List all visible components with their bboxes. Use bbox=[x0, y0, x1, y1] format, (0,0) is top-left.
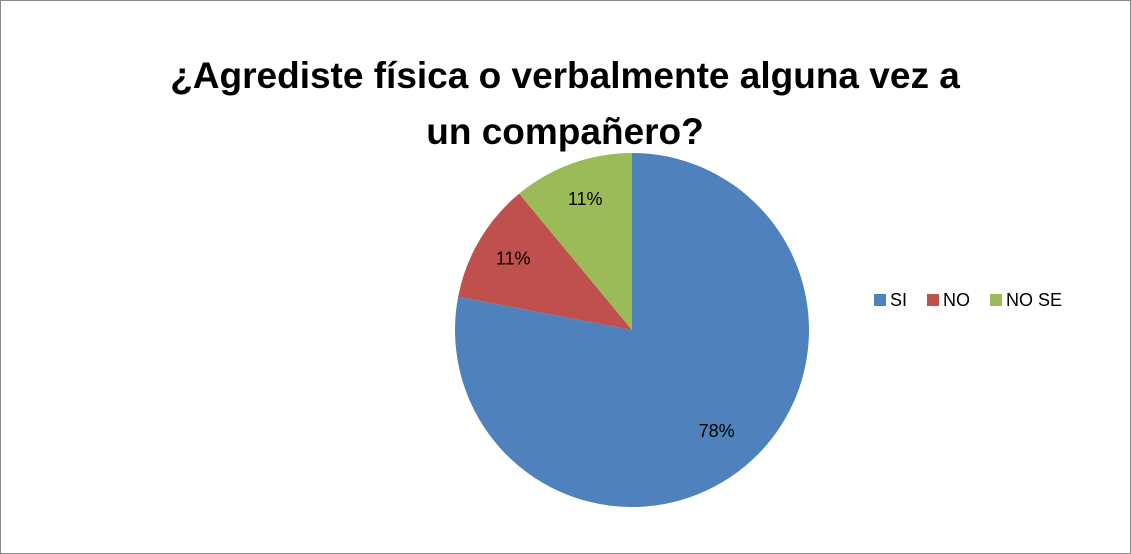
pie-slice bbox=[458, 193, 632, 330]
legend-label: NO bbox=[943, 290, 970, 310]
legend-label: SI bbox=[890, 290, 907, 310]
data-label: 11% bbox=[496, 248, 531, 268]
legend-swatch bbox=[874, 294, 886, 306]
data-label: 11% bbox=[568, 189, 603, 209]
chart-title: ¿Agrediste física o verbalmente alguna v… bbox=[170, 55, 960, 152]
data-label: 78% bbox=[699, 421, 735, 441]
pie-slice bbox=[519, 153, 632, 330]
legend-swatch bbox=[927, 294, 940, 306]
legend-swatch bbox=[990, 294, 1003, 306]
legend-label: NO SE bbox=[1006, 290, 1062, 310]
